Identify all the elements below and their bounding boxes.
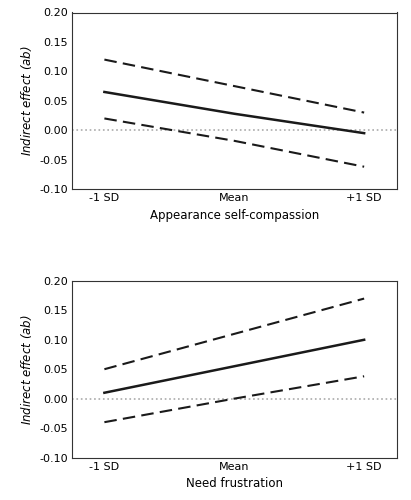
X-axis label: Appearance self-compassion: Appearance self-compassion [150,209,319,222]
Y-axis label: Indirect effect ($ab$): Indirect effect ($ab$) [18,46,34,156]
Y-axis label: Indirect effect ($ab$): Indirect effect ($ab$) [18,314,34,424]
X-axis label: Need frustration: Need frustration [186,477,283,490]
